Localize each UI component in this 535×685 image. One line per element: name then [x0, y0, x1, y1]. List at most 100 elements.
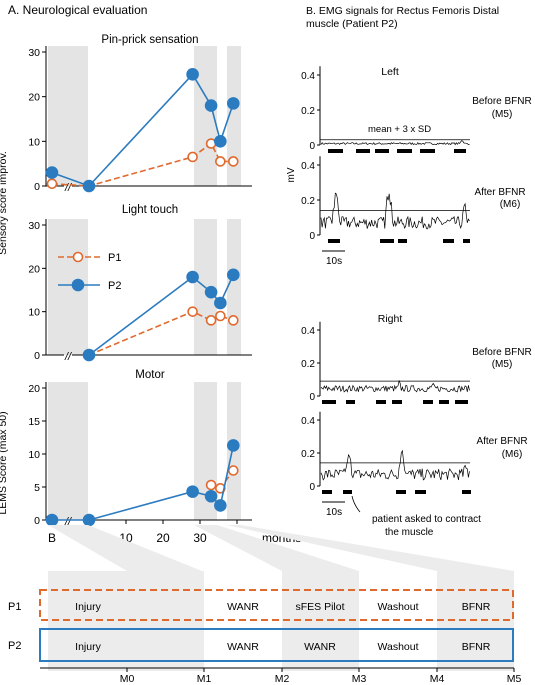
emg-y-tick-label: 0.4	[301, 71, 315, 82]
emg-y-tick-label: 0.2	[301, 449, 315, 460]
left-before-label: Before BFNR	[472, 96, 531, 107]
emg-y-tick-label: 0.2	[301, 359, 315, 370]
annotation-arrow	[351, 495, 361, 513]
panel-b-title: B. EMG signals for Rectus Femoris Distal	[306, 5, 499, 17]
contraction-bar	[420, 149, 435, 153]
threshold-label: mean + 3 x SD	[368, 124, 431, 135]
emg-y-tick-label: 0.2	[301, 106, 315, 117]
left-before-label: (M5)	[492, 109, 513, 120]
panel-b-emg: 0 0.2 0.4 0 0.2 0.4 0 0.2 0.4 0 0.2 0.4	[301, 66, 471, 513]
annotation-text: patient asked to contract	[372, 514, 481, 525]
emg-y-tick-label: 0	[309, 482, 315, 493]
data-point-p2	[204, 285, 218, 299]
left-after-label: After BFNR	[474, 187, 525, 198]
contraction-bar	[356, 149, 370, 153]
data-point-p2	[204, 489, 218, 503]
emg-y-tick-label: 0.4	[301, 161, 315, 172]
data-point-p1	[46, 178, 58, 190]
x-tick-label: 30	[193, 531, 207, 545]
timeline: Injury WANR sFES Pilot Washout BFNR Injury WAN…	[39, 571, 521, 685]
data-point-p2	[214, 135, 227, 148]
timeline-p1-label: P1	[8, 601, 21, 613]
y-tick-label: 5	[34, 482, 40, 494]
right-after-label: After BFNR	[476, 436, 527, 447]
emg-trace	[320, 379, 470, 393]
data-point-p2	[82, 179, 96, 193]
data-point-p1	[228, 156, 239, 167]
contraction-bar	[322, 400, 336, 404]
emg-y-tick-label: 0	[309, 231, 315, 242]
data-point-p2	[186, 270, 199, 284]
right-before-label: (M5)	[492, 359, 513, 370]
right-after-label: (M6)	[502, 449, 523, 460]
contraction-bar	[322, 490, 332, 494]
chart-title: Pin-prick sensation	[101, 34, 198, 46]
series-line-p2	[51, 73, 235, 187]
right-before-label: Before BFNR	[472, 347, 531, 358]
sensory-ylabel: Sensory score improv.	[0, 151, 9, 255]
timeline-p2-label: P2	[8, 640, 21, 652]
contraction-bar	[462, 490, 471, 494]
panel-b-title: muscle (Patient P2)	[306, 18, 398, 30]
motor-ylabel: LEMS Score (max 50)	[0, 411, 9, 514]
shaded-interval	[48, 382, 88, 520]
data-point-p1	[187, 151, 198, 163]
y-tick-label: 10	[28, 136, 40, 148]
connector-shading	[48, 525, 514, 571]
axis-break: //	[64, 516, 72, 528]
contraction-bar	[343, 490, 352, 494]
data-point-p2	[214, 296, 227, 310]
emg-plot: 0 0.2 0.4	[301, 156, 470, 243]
emg-y-tick-label: 0.4	[301, 326, 315, 337]
data-point-p1	[228, 465, 239, 476]
data-point-p2	[214, 499, 227, 512]
contraction-bar	[396, 490, 406, 494]
y-tick-label: 0	[34, 515, 40, 527]
left-after-label: (M6)	[500, 199, 521, 210]
connector-m4	[227, 525, 514, 571]
data-point-p2	[204, 99, 218, 112]
timeline-phase-label: sFES Pilot	[295, 601, 344, 613]
emg-y-tick-label: 0.4	[301, 416, 315, 427]
data-point-p1	[187, 306, 198, 317]
shaded-interval	[48, 46, 88, 186]
data-point-p2	[82, 348, 96, 362]
data-point-p2	[186, 485, 199, 498]
connector-m2	[194, 525, 359, 571]
chart-0: Pin-prick sensation 0 10 20 30 //	[28, 34, 252, 194]
contraction-bar	[423, 400, 433, 404]
contraction-bar	[392, 400, 402, 404]
timeline-phase-label: Washout	[377, 641, 418, 653]
timeline-phase-label: Injury	[75, 641, 101, 653]
emg-trace	[320, 140, 470, 146]
timeline-phase-label: Washout	[377, 601, 418, 613]
timeline-phase-label: Injury	[75, 601, 101, 613]
contraction-bar	[346, 400, 355, 404]
p1-timeline-box	[39, 589, 514, 621]
data-point-p2	[82, 513, 96, 527]
contraction-bar	[455, 400, 468, 404]
contraction-bar	[398, 239, 407, 243]
y-tick-label: 30	[28, 47, 40, 59]
timeline-phase-label: WANR	[227, 601, 259, 613]
milestone-label: M4	[430, 673, 445, 685]
emg-trace	[320, 192, 470, 230]
emg-ylabel: mV	[286, 167, 297, 182]
scale-bar-label: 10s	[326, 256, 342, 267]
shaded-interval	[227, 219, 241, 355]
chart-1: Light touch 0 10 20 30 // P1 P2	[28, 204, 252, 363]
timeline-phase-label: WANR	[227, 641, 259, 653]
data-point-p1	[215, 156, 226, 167]
emg-y-tick-label: 0	[309, 392, 315, 403]
x-tick-label: 20	[156, 531, 170, 545]
contraction-bar	[397, 149, 412, 153]
data-point-p2	[227, 268, 240, 282]
y-tick-label: 20	[28, 92, 40, 104]
milestone-label: M2	[275, 673, 290, 685]
chart-2: Motor 0 5 10 15 20 //	[28, 369, 252, 528]
contraction-bar	[375, 149, 389, 153]
data-point-p1	[205, 479, 217, 491]
contraction-bar	[443, 239, 454, 243]
panel-a-title: A. Neurological evaluation	[8, 3, 147, 17]
